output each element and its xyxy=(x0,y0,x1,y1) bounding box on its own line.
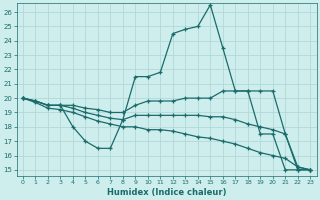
X-axis label: Humidex (Indice chaleur): Humidex (Indice chaleur) xyxy=(107,188,226,197)
